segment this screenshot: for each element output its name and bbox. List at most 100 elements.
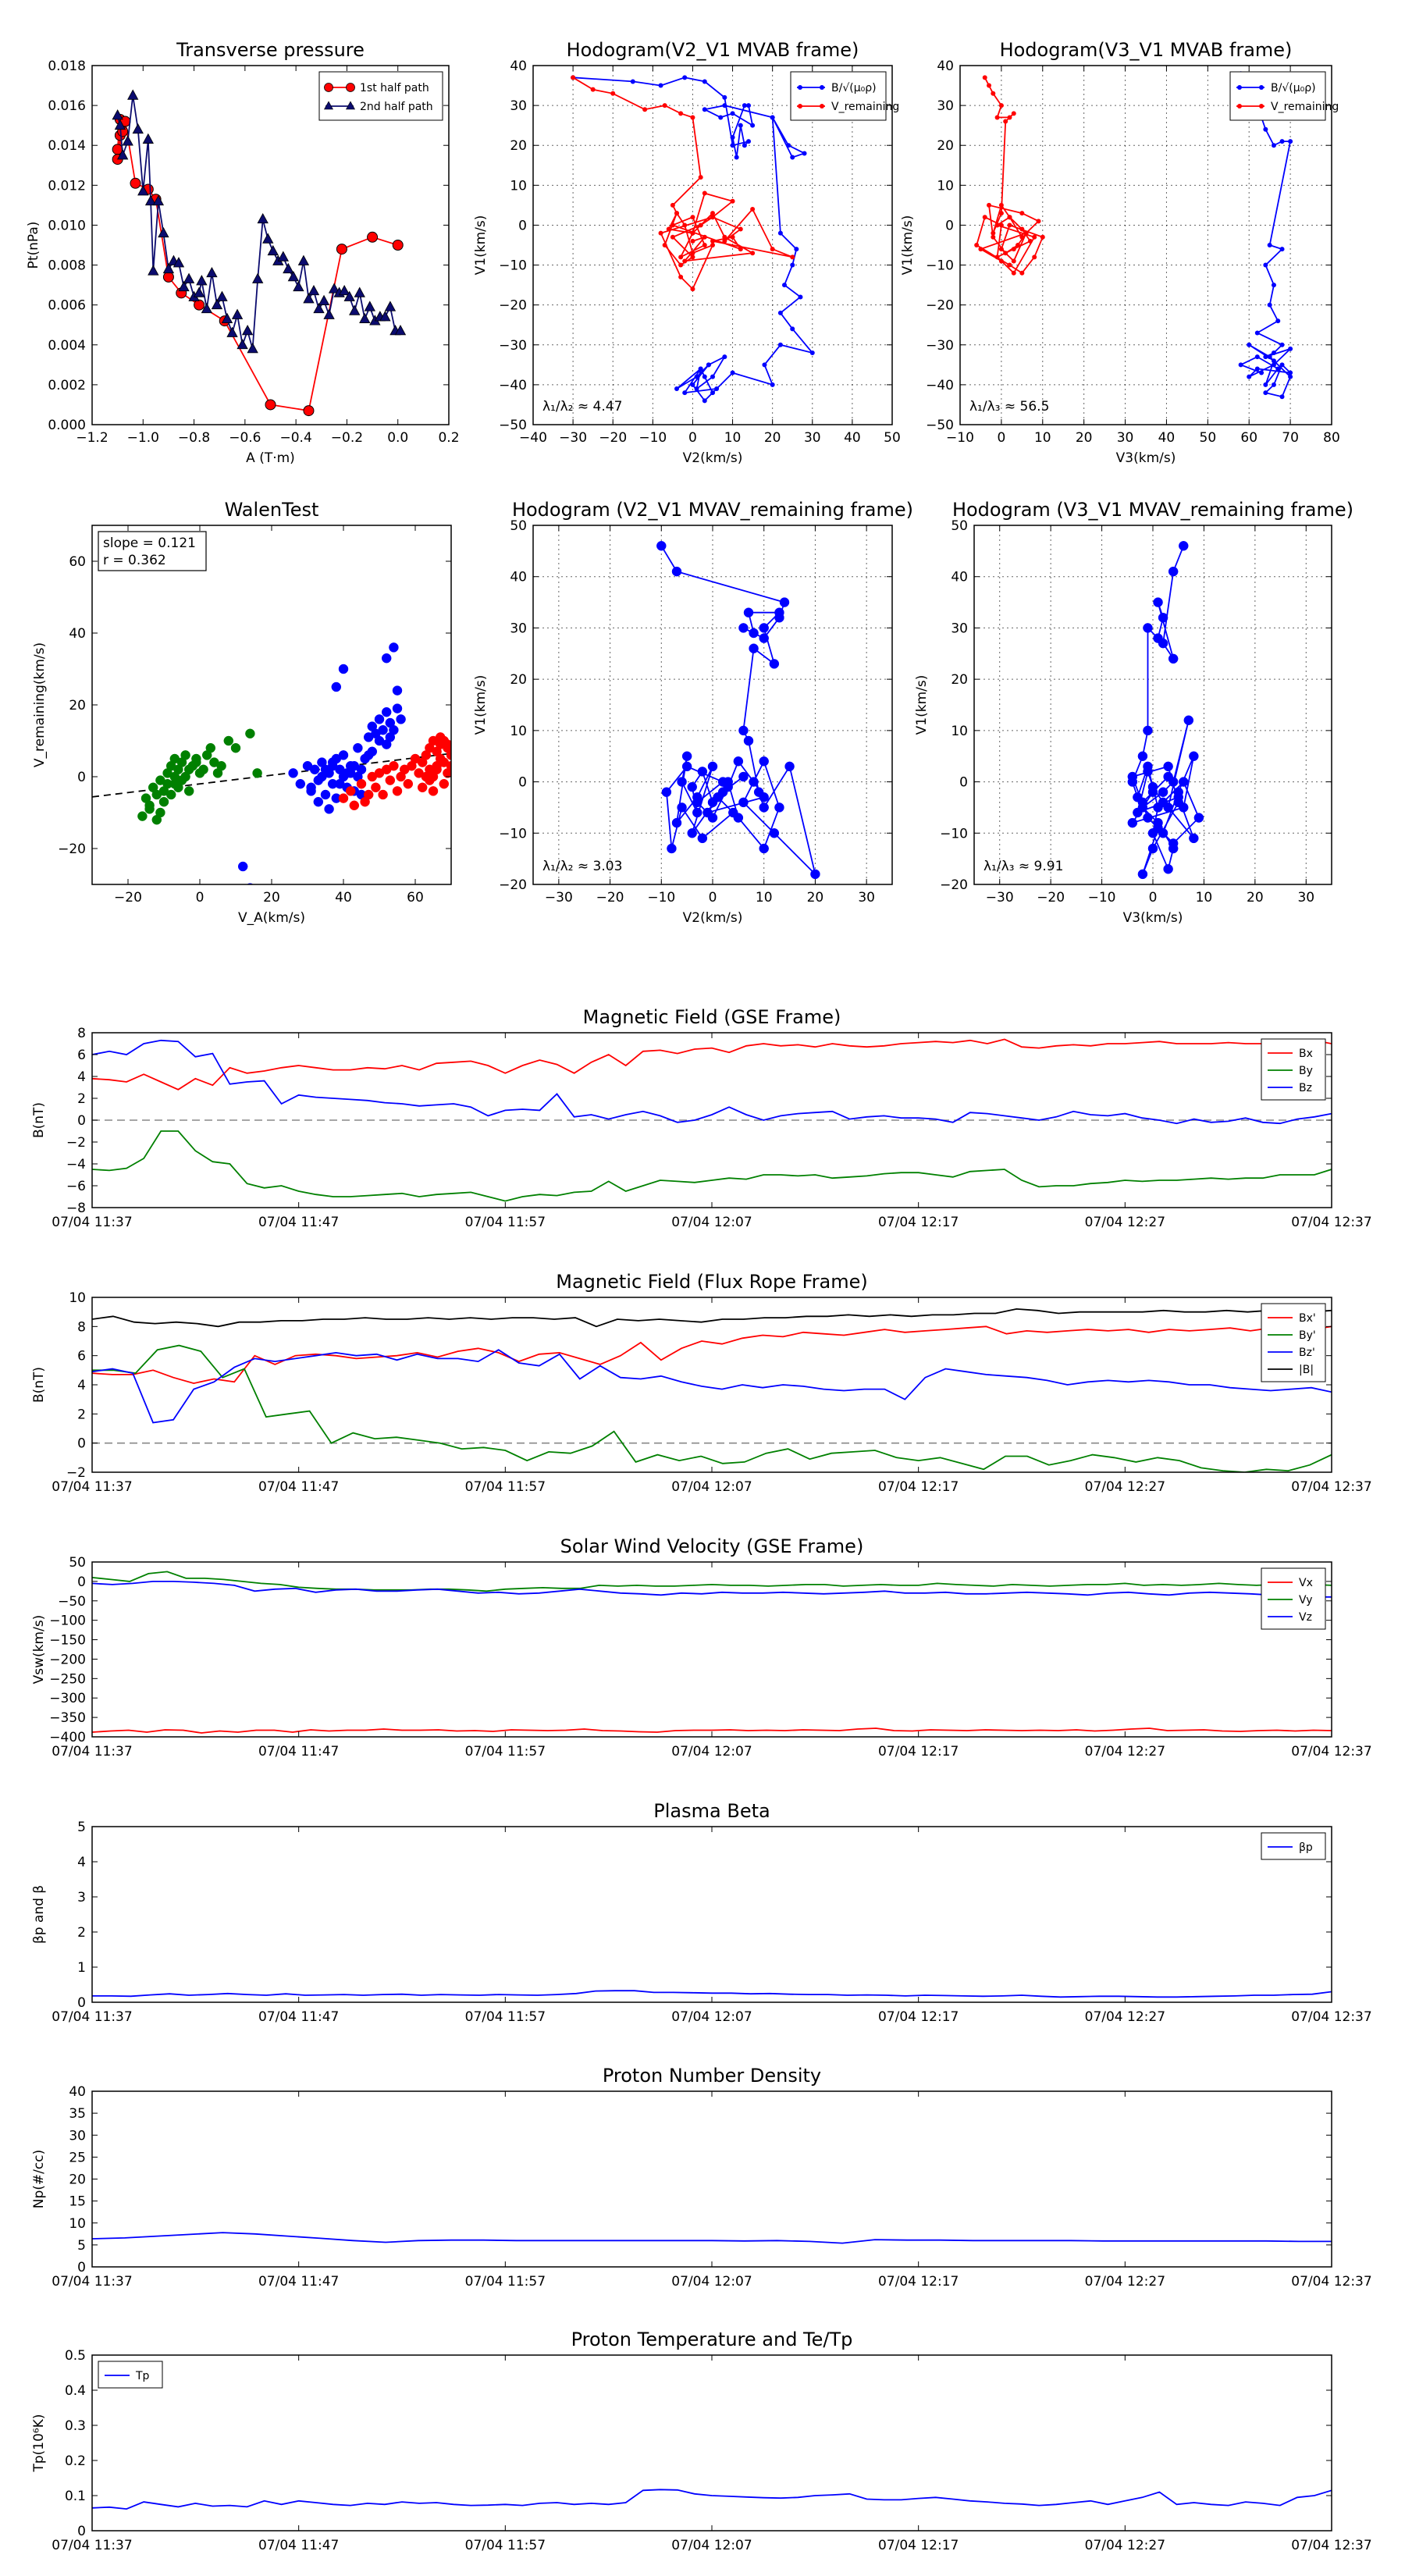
data-point — [658, 83, 663, 88]
y-tick-label: −20 — [499, 877, 527, 893]
data-point — [1179, 541, 1189, 551]
x-tick-label: 0.2 — [438, 430, 459, 446]
data-point — [1267, 302, 1272, 308]
series-line-0 — [92, 2489, 1332, 2510]
data-point — [1288, 346, 1293, 351]
x-tick-label: 30 — [804, 430, 821, 446]
y-tick-label: 0.1 — [65, 2489, 86, 2504]
data-point — [338, 284, 350, 296]
data-point — [1271, 358, 1276, 364]
data-point — [702, 107, 707, 112]
data-point — [746, 139, 751, 144]
data-point — [198, 764, 208, 775]
data-point — [779, 597, 790, 607]
data-point — [681, 761, 692, 772]
stats-box — [98, 531, 207, 571]
y-tick-label: −40 — [926, 378, 954, 393]
data-point — [1288, 370, 1293, 375]
y-tick-label: 0.018 — [48, 59, 86, 74]
x-tick-label: 07/04 12:37 — [1291, 2538, 1371, 2553]
data-point — [1137, 869, 1148, 880]
x-axis-label: V3(km/s) — [1116, 450, 1176, 466]
legend-label: B/√(μ₀ρ) — [1271, 82, 1316, 94]
data-point — [206, 266, 218, 278]
data-point — [374, 714, 385, 724]
data-point — [687, 781, 697, 792]
y-tick-label: −400 — [49, 1730, 86, 1745]
data-point — [1133, 807, 1143, 818]
data-point — [670, 234, 675, 240]
y-tick-label: −8 — [66, 1201, 86, 1216]
y-axis-label: B(nT) — [31, 1367, 47, 1403]
chart-h2: −10 0 10 20 30 40 50 60 70 80 −50 −40 −30 −20 −10 0 10 20… — [900, 39, 1340, 466]
data-point — [671, 566, 682, 577]
data-point — [394, 325, 407, 336]
axes-frame — [91, 1826, 1332, 2003]
data-point — [690, 254, 695, 260]
x-tick-label: 20 — [263, 890, 280, 906]
series-line-2 — [92, 1039, 1332, 1125]
data-point — [1153, 597, 1163, 607]
series-0 — [571, 75, 815, 404]
data-point — [702, 374, 707, 379]
x-tick-label: 07/04 11:37 — [52, 2274, 132, 2290]
data-point — [730, 111, 735, 116]
data-point — [730, 198, 735, 204]
data-point — [226, 326, 238, 337]
data-point — [677, 777, 687, 787]
x-tick-label: 30 — [858, 890, 875, 906]
y-tick-label: 1 — [77, 1960, 86, 1976]
data-point — [142, 133, 154, 144]
data-point — [132, 123, 144, 134]
data-point — [1032, 234, 1037, 240]
data-point — [1173, 787, 1183, 797]
y-tick-label: −4 — [66, 1157, 86, 1172]
y-tick-label: 8 — [77, 1319, 86, 1335]
legend-label: Tp — [135, 2370, 150, 2382]
data-point — [722, 103, 727, 109]
legend-label: V_remaining — [1271, 101, 1339, 113]
data-point — [112, 109, 123, 120]
data-point — [349, 800, 360, 811]
legend-marker — [324, 83, 333, 92]
x-tick-label: 07/04 11:37 — [52, 1479, 132, 1495]
data-point — [1263, 126, 1268, 132]
y-axis-label: V1(km/s) — [473, 215, 489, 276]
x-tick-label: 0 — [688, 430, 697, 446]
y-tick-label: 30 — [510, 621, 527, 636]
x-tick-label: −20 — [596, 890, 624, 906]
x-tick-label: 07/04 11:37 — [52, 2538, 132, 2553]
data-point — [743, 607, 754, 617]
y-axis-label: Np(#/cc) — [31, 2150, 47, 2208]
data-point — [777, 230, 783, 236]
chart-title: Plasma Beta — [653, 1800, 770, 1822]
x-tick-label: 0 — [709, 890, 717, 906]
data-point — [667, 843, 677, 854]
data-point — [1137, 751, 1148, 761]
data-point — [759, 792, 769, 802]
data-point — [1179, 802, 1189, 813]
data-point — [392, 786, 403, 796]
x-tick-label: 07/04 12:27 — [1085, 2538, 1165, 2553]
y-tick-label: 10 — [69, 2216, 86, 2232]
data-point — [381, 706, 392, 717]
x-tick-label: 07/04 12:07 — [671, 2274, 752, 2290]
x-tick-label: −10 — [946, 430, 974, 446]
data-point — [730, 135, 735, 140]
x-tick-label: 07/04 11:57 — [465, 1215, 546, 1230]
data-point — [1007, 215, 1012, 220]
data-point — [784, 761, 795, 772]
x-tick-label: 20 — [1247, 890, 1264, 906]
data-point — [749, 777, 759, 787]
data-point — [769, 828, 780, 838]
x-tick-label: 0.0 — [387, 430, 408, 446]
data-point — [1011, 258, 1016, 264]
legend-marker — [820, 85, 824, 90]
data-point — [378, 724, 388, 735]
y-axis-label: βp and β — [31, 1885, 47, 1944]
data-point — [385, 775, 396, 785]
data-point — [392, 685, 403, 696]
data-point — [978, 247, 984, 252]
data-point — [1127, 771, 1138, 782]
data-layer — [974, 71, 1293, 400]
